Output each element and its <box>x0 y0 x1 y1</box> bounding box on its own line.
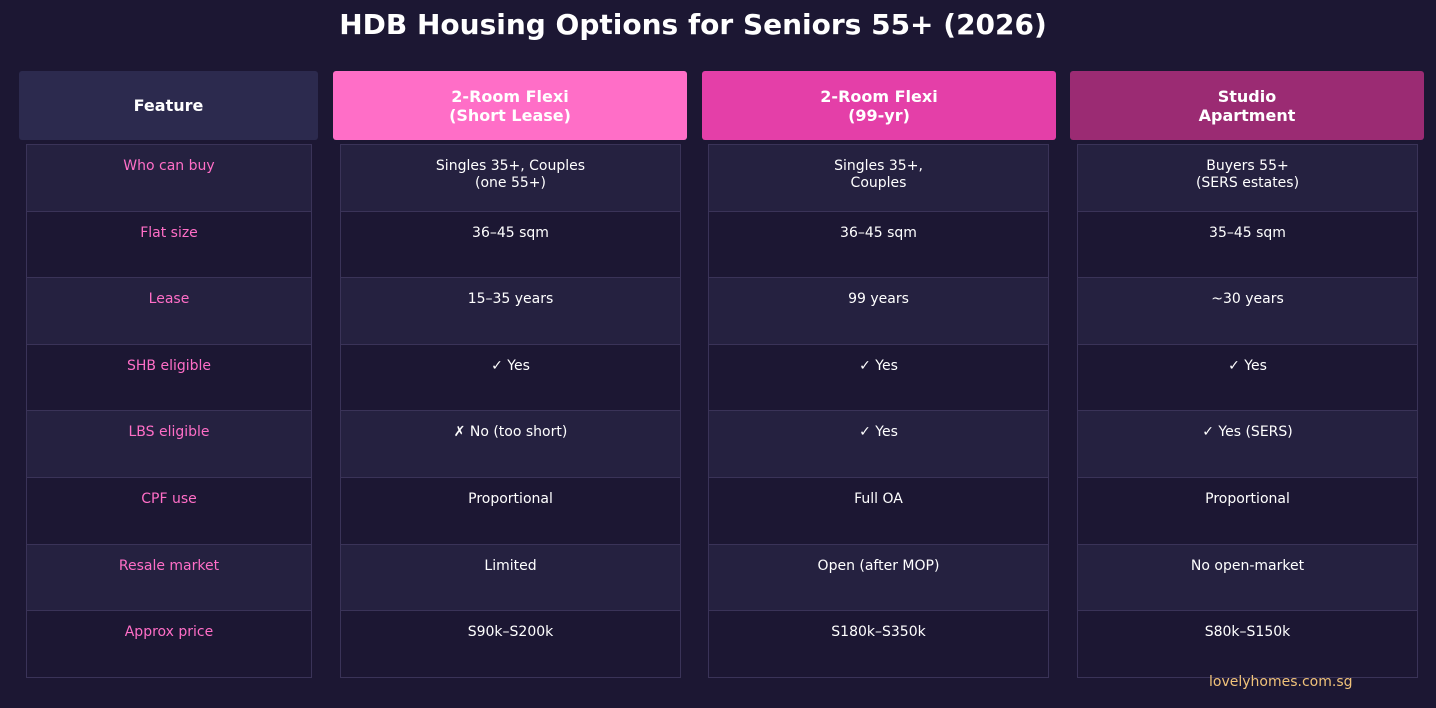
table-cell: ✗ No (too short) <box>341 410 680 477</box>
table-cell: Proportional <box>1078 476 1417 544</box>
header-feature: Feature <box>19 71 318 140</box>
table-cell: Limited <box>341 543 680 611</box>
table-cell: Singles 35+, Couples (one 55+) <box>341 144 680 211</box>
feature-column: Who can buy Flat size Lease SHB eligible LBS… <box>26 144 312 678</box>
table-cell: ✓ Yes <box>709 343 1048 411</box>
table-cell: S90k–S200k <box>341 610 680 677</box>
table-cell: 36–45 sqm <box>341 210 680 278</box>
table-cell: ✓ Yes <box>341 343 680 411</box>
header-2-room-flexi-short-lease: 2-Room Flexi (Short Lease) <box>333 71 687 140</box>
feature-label: Resale market <box>27 543 311 611</box>
feature-label: Flat size <box>27 210 311 278</box>
feature-label: Approx price <box>27 610 311 677</box>
table-cell: Buyers 55+ (SERS estates) <box>1078 144 1417 211</box>
table-cell: 99 years <box>709 277 1048 344</box>
table-cell: ✓ Yes (SERS) <box>1078 410 1417 477</box>
table-cell: No open-market <box>1078 543 1417 611</box>
table-cell: Singles 35+, Couples <box>709 144 1048 211</box>
table-cell: ✓ Yes <box>709 410 1048 477</box>
table-cell: ✓ Yes <box>1078 343 1417 411</box>
header-2-room-flexi-99-yr: 2-Room Flexi (99-yr) <box>702 71 1056 140</box>
table-cell: S180k–S350k <box>709 610 1048 677</box>
table-cell: S80k–S150k <box>1078 610 1417 677</box>
column-2-room-flexi-short-lease: Singles 35+, Couples (one 55+) 36–45 sqm 1… <box>340 144 681 678</box>
column-studio-apartment: Buyers 55+ (SERS estates) 35–45 sqm ~30 ye… <box>1077 144 1418 678</box>
table-cell: ~30 years <box>1078 277 1417 344</box>
column-2-room-flexi-99-yr: Singles 35+, Couples 36–45 sqm 99 years ✓ Y… <box>708 144 1049 678</box>
table-cell: 15–35 years <box>341 277 680 344</box>
table-cell: Proportional <box>341 476 680 544</box>
table-cell: Open (after MOP) <box>709 543 1048 611</box>
table-cell: 35–45 sqm <box>1078 210 1417 278</box>
feature-label: Lease <box>27 277 311 344</box>
feature-label: Who can buy <box>27 144 311 211</box>
header-studio-apartment: Studio Apartment <box>1070 71 1424 140</box>
table-cell: Full OA <box>709 476 1048 544</box>
table-cell: 36–45 sqm <box>709 210 1048 278</box>
feature-label: CPF use <box>27 476 311 544</box>
feature-label: SHB eligible <box>27 343 311 411</box>
source-credit: lovelyhomes.com.sg <box>1209 674 1353 690</box>
page-title: HDB Housing Options for Seniors 55+ (202… <box>339 8 1047 41</box>
feature-label: LBS eligible <box>27 410 311 477</box>
